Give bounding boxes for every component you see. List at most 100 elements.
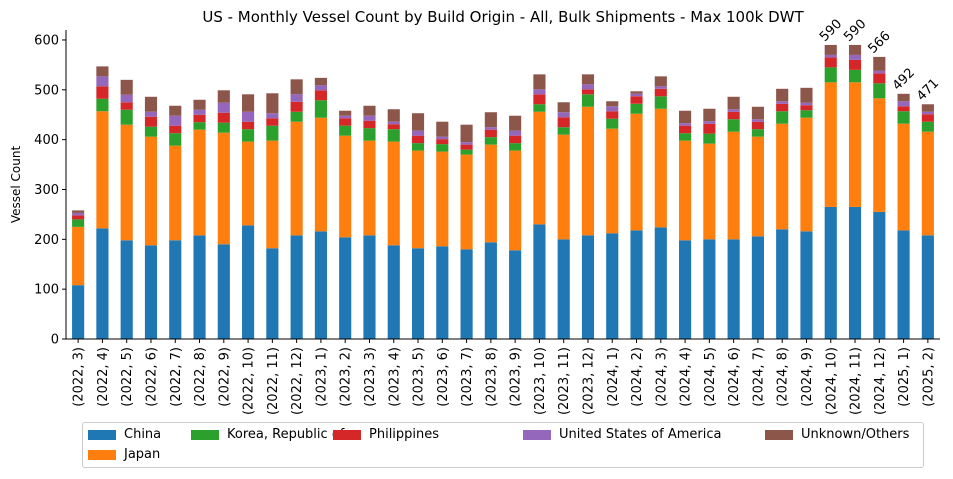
bar-segment-unknown-others [290,79,303,95]
x-tick-label: (2022, 12) [290,347,305,415]
bar-segment-united-states-of-america [630,93,643,97]
bar-segment-philippines [484,129,497,138]
x-tick-label: (2024, 9) [800,347,815,407]
bar-segment-korea-republic-of [72,219,85,227]
bar-segment-china [217,244,230,339]
bar-segment-philippines [703,123,716,134]
bar-segment-unknown-others [873,56,886,71]
bar-segment-korea-republic-of [266,125,279,141]
y-tick-label: 600 [34,33,59,48]
x-tick-label: (2023, 5) [412,347,427,407]
bar-segment-philippines [727,111,740,120]
bar-segment-philippines [751,121,764,130]
bar-segment-korea-republic-of [193,122,206,130]
bar-segment-korea-republic-of [703,133,716,144]
bar-segment-china [460,249,473,339]
bar-segment-japan [800,117,813,232]
bar-segment-korea-republic-of [509,143,522,151]
bar-segment-united-states-of-america [533,89,546,95]
y-axis-ticks: 0 100 200 300 400 500 600 [34,33,66,348]
legend-label: United States of America [559,427,722,442]
bar-segment-unknown-others [387,109,400,122]
bar-segment-philippines [193,114,206,123]
bar-segment-unknown-others [193,99,206,110]
x-tick-label: (2024, 11) [849,347,864,415]
bar-segment-unknown-others [581,74,595,85]
bar-segment-united-states-of-america [339,115,352,119]
bar-segment-china [630,230,643,339]
bar-segment-japan [72,226,85,286]
bar-segment-japan [654,108,667,228]
x-tick-label: (2022, 8) [193,347,208,407]
bar-segment-unknown-others [484,112,497,128]
bar-segment-unknown-others [363,105,376,116]
bar-segment-united-states-of-america [654,86,667,89]
bar-segment-united-states-of-america [266,113,279,119]
bar-segment-unknown-others [411,113,425,131]
bar-segment-philippines [72,215,85,220]
x-tick-label: (2022, 7) [169,347,184,407]
bar-segment-unknown-others [72,210,85,213]
bar-segment-unknown-others [606,101,619,107]
bar-segment-united-states-of-america [800,102,813,106]
legend-item: United States of America [523,427,721,442]
bar-segment-korea-republic-of [873,83,886,99]
bar-segment-japan [484,144,497,243]
bar-segment-philippines [169,125,182,134]
bar-segment-united-states-of-america [921,111,934,115]
bar-segment-united-states-of-america [703,121,716,124]
bar-segment-united-states-of-america [581,84,595,90]
bar-segment-china [533,224,546,339]
bar-segment-korea-republic-of [679,133,692,141]
bar-segment-japan [217,132,230,245]
legend-label: Philippines [369,427,440,442]
bar-segment-united-states-of-america [484,127,497,130]
bars-layer [72,44,934,339]
bar-segment-philippines [630,96,643,104]
legend-item: Philippines [333,427,439,442]
bar-segment-philippines [387,124,400,130]
x-tick-label: (2022, 5) [120,347,135,407]
bar-segment-philippines [679,125,692,134]
bar-segment-china [314,231,327,339]
bar-segment-unknown-others [314,77,327,86]
bar-segment-unknown-others [169,105,182,116]
x-tick-label: (2024, 10) [824,347,839,415]
bar-segment-united-states-of-america [363,115,376,121]
bar-segment-unknown-others [436,121,449,137]
x-tick-label: (2024, 4) [679,347,694,407]
bar-segment-china [193,235,206,339]
bar-segment-united-states-of-america [169,115,182,126]
bar-segment-japan [169,145,182,241]
bar-segment-philippines [314,90,327,101]
bar-segment-unknown-others [921,104,934,112]
bar-segment-korea-republic-of [436,144,449,152]
x-tick-label: (2023, 6) [436,347,451,407]
bar-segment-china [72,285,85,339]
bar-segment-japan [606,128,619,234]
legend-label: Unknown/Others [801,427,910,442]
bar-segment-unknown-others [339,110,352,116]
bar-segment-united-states-of-america [314,85,327,91]
bar-segment-china [120,240,133,339]
bar-segment-japan [727,131,740,240]
bar-segment-china [436,246,449,339]
bar-segment-china [921,235,934,339]
x-axis-ticks: (2022, 3) (2022, 4) (2022, 5) (2022, 6) (202… [72,339,936,415]
bar-segment-korea-republic-of [484,137,497,145]
bar-segment-unknown-others [509,115,522,131]
bar-segment-united-states-of-america [460,142,473,145]
bar-segment-united-states-of-america [606,106,619,112]
bar-segment-japan [363,140,376,236]
bar-segment-united-states-of-america [387,121,400,125]
legend-swatch [88,429,116,440]
bar-segment-philippines [339,118,352,126]
bar-segment-korea-republic-of [606,118,619,129]
bar-segment-philippines [848,59,862,70]
bar-segment-korea-republic-of [339,125,352,136]
x-tick-label: (2022, 6) [144,347,159,407]
bar-segment-japan [436,151,449,247]
total-annotation: 471 [914,76,942,104]
bar-segment-china [290,235,303,339]
